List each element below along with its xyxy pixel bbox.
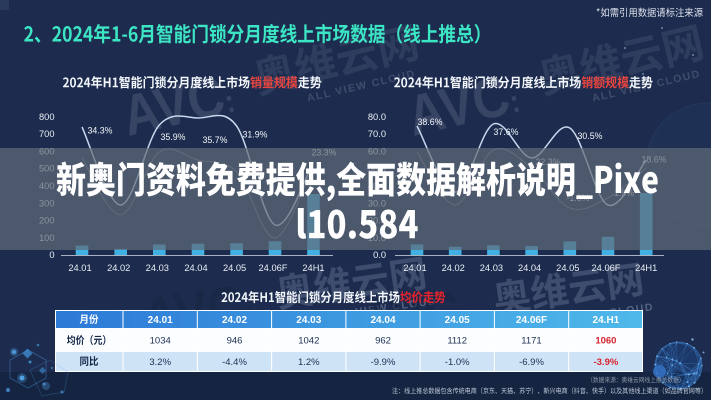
svg-text:24H1: 24H1	[635, 263, 657, 273]
svg-text:24.04: 24.04	[184, 263, 207, 273]
svg-text:24.06F: 24.06F	[259, 263, 288, 273]
svg-text:24.05: 24.05	[556, 263, 579, 273]
svg-text:1171: 1171	[521, 336, 541, 347]
svg-text:37.6%: 37.6%	[494, 127, 519, 137]
svg-text:80.0: 80.0	[368, 112, 386, 122]
svg-text:24.05: 24.05	[223, 263, 246, 273]
svg-text:34.3%: 34.3%	[88, 126, 113, 136]
svg-text:-1.0%: -1.0%	[445, 357, 470, 368]
svg-text:31.9%: 31.9%	[243, 130, 268, 140]
svg-text:24.06F: 24.06F	[516, 315, 547, 326]
svg-text:3.2%: 3.2%	[149, 357, 171, 368]
svg-text:35.7%: 35.7%	[203, 135, 228, 145]
svg-text:24.01: 24.01	[148, 315, 173, 326]
svg-text:24.05: 24.05	[445, 315, 470, 326]
svg-text:1042: 1042	[298, 336, 319, 347]
svg-text:1112: 1112	[447, 336, 467, 347]
svg-text:1034: 1034	[150, 336, 171, 347]
svg-text:24.01: 24.01	[68, 263, 91, 273]
svg-text:30.5%: 30.5%	[578, 131, 603, 141]
svg-text:24.03: 24.03	[146, 263, 169, 273]
svg-text:24.02: 24.02	[442, 263, 465, 273]
svg-text:0.0: 0.0	[373, 250, 386, 260]
svg-text:24.H1: 24.H1	[593, 315, 620, 326]
svg-text:24H1: 24H1	[302, 263, 324, 273]
svg-text:24.03: 24.03	[480, 263, 503, 273]
svg-text:0: 0	[49, 250, 54, 260]
svg-text:800: 800	[39, 112, 55, 122]
svg-text:-3.9%: -3.9%	[593, 357, 618, 368]
svg-text:1060: 1060	[595, 336, 616, 347]
svg-text:-9.9%: -9.9%	[371, 357, 396, 368]
svg-text:24.02: 24.02	[222, 315, 247, 326]
svg-text:946: 946	[227, 336, 243, 347]
svg-text:-6.9%: -6.9%	[519, 357, 544, 368]
svg-text:24.04: 24.04	[370, 315, 395, 326]
svg-text:962: 962	[375, 336, 391, 347]
svg-text:24.04: 24.04	[518, 263, 541, 273]
svg-text:24.06F: 24.06F	[592, 263, 621, 273]
svg-text:24.01: 24.01	[403, 263, 426, 273]
svg-text:24.02: 24.02	[107, 263, 130, 273]
svg-text:35.9%: 35.9%	[161, 132, 186, 142]
svg-text:-4.4%: -4.4%	[222, 357, 247, 368]
svg-text:38.6%: 38.6%	[418, 117, 443, 127]
svg-text:24.03: 24.03	[296, 315, 321, 326]
svg-text:1.2%: 1.2%	[298, 357, 320, 368]
svg-text:70.0: 70.0	[368, 129, 386, 139]
svg-text:700: 700	[39, 129, 55, 139]
